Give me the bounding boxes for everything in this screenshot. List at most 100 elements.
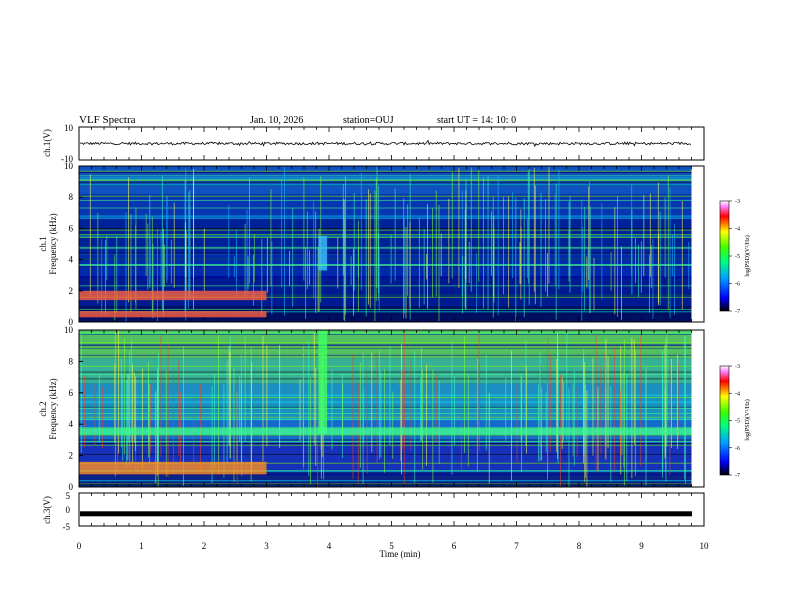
spec-sferic — [239, 376, 241, 442]
spec-sferic — [555, 183, 557, 320]
spec-sferic — [342, 184, 344, 276]
x-tick-label: 9 — [639, 541, 644, 551]
spec-sferic — [394, 188, 396, 281]
spec-sferic — [353, 193, 355, 291]
spec-line — [79, 229, 692, 231]
spec-sferic — [476, 253, 477, 313]
spec-line — [79, 416, 692, 418]
spec-sferic — [167, 344, 169, 477]
spec-sferic — [128, 374, 130, 443]
spec-line — [79, 331, 692, 333]
spec-sferic — [244, 223, 246, 297]
colorbar-tick-label: -3 — [735, 199, 740, 205]
spec-line — [79, 482, 692, 484]
spec-sferic — [149, 384, 151, 467]
spec-sferic — [683, 336, 685, 480]
spec-sferic — [478, 170, 480, 282]
spec-sferic — [97, 212, 99, 304]
spec-sferic — [157, 369, 158, 476]
x-tick-label: 10 — [700, 541, 710, 551]
spec-sferic — [635, 238, 636, 284]
spec-line — [79, 374, 692, 375]
spec-sferic — [566, 331, 568, 442]
spec-sferic — [305, 246, 307, 319]
spec-sferic — [405, 227, 407, 319]
spec-sferic — [458, 167, 460, 288]
spec-sferic — [420, 348, 422, 442]
ch2-colorbar-label: log(PSD)(V²/Hz) — [744, 399, 751, 440]
spec-sferic — [407, 204, 409, 296]
x-tick-label: 5 — [389, 541, 394, 551]
spec-sferic — [491, 211, 492, 276]
spec-sferic — [492, 239, 494, 296]
spec-sferic — [640, 335, 642, 466]
spec-ytick-label: 2 — [69, 286, 74, 296]
spec-sferic — [160, 335, 162, 457]
spec-sferic — [292, 207, 294, 307]
spec-sferic — [299, 379, 301, 441]
spec-sferic — [392, 391, 394, 459]
spec-line — [79, 308, 692, 310]
spec-sferic — [117, 330, 119, 454]
spec-sferic — [101, 239, 103, 315]
spec-line — [79, 258, 692, 260]
spec-sferic — [152, 244, 154, 319]
x-axis-ticks — [78, 127, 705, 526]
spec-line — [79, 311, 692, 313]
spec-sferic — [525, 340, 527, 447]
spec-sferic — [643, 194, 645, 277]
spec-sferic — [80, 333, 82, 453]
spec-sferic — [621, 246, 622, 320]
spec-sferic — [147, 361, 149, 458]
spec-sferic — [432, 208, 433, 298]
spec-line — [79, 181, 692, 183]
spec-line — [79, 341, 692, 343]
spec-sferic — [464, 209, 466, 308]
spec-sferic — [582, 227, 584, 292]
spec-sferic — [614, 207, 616, 315]
spec-sferic — [84, 375, 85, 448]
spec-sferic — [147, 223, 149, 290]
spec-ytick-label: 8 — [69, 192, 74, 202]
spec-sferic — [166, 196, 168, 283]
spec-sferic — [193, 388, 195, 462]
spec-sferic — [228, 345, 230, 446]
spec-line — [79, 413, 692, 414]
spec-line — [79, 170, 692, 172]
spec-line — [79, 276, 692, 277]
spec-line — [79, 371, 692, 373]
spec-sferic — [451, 341, 453, 475]
x-axis-title: Time (min) — [380, 549, 421, 559]
spec-sferic — [558, 169, 560, 290]
spec-sferic — [165, 370, 167, 477]
spec-line — [79, 408, 692, 410]
spec-line — [79, 333, 692, 335]
spec-sferic — [619, 390, 621, 456]
spec-sferic — [279, 345, 281, 449]
spec-sferic — [141, 368, 143, 469]
spec-sferic — [193, 176, 194, 310]
spec-sferic — [188, 192, 189, 309]
ch1-trace — [79, 139, 692, 148]
spec-sferic — [503, 196, 504, 295]
spec-sferic — [331, 370, 333, 450]
spec-sferic — [592, 357, 594, 456]
spec-sferic — [528, 168, 530, 305]
spec-sferic — [353, 248, 354, 316]
spec-line — [79, 277, 692, 279]
colorbar-tick-label: -6 — [735, 282, 740, 288]
spec-sferic — [337, 237, 339, 289]
colorbar-tick-label: -4 — [735, 391, 740, 397]
ch1-ytick-bottom: -10 — [61, 154, 73, 164]
spec-sferic — [640, 241, 642, 293]
spec-sferic — [568, 201, 570, 276]
spec-sferic — [366, 372, 368, 474]
spec-sferic — [270, 188, 272, 287]
spec-sferic — [378, 249, 380, 311]
spec-sferic — [122, 374, 124, 461]
colorbar-tick-label: -4 — [735, 227, 740, 233]
ch2-colorbar: -3 -4 -5 -6 -7 log(PSD)(V²/Hz) — [719, 364, 751, 479]
spec-ytick-label: 2 — [69, 451, 74, 461]
spec-sferic — [436, 373, 438, 443]
spec-band — [79, 194, 692, 220]
